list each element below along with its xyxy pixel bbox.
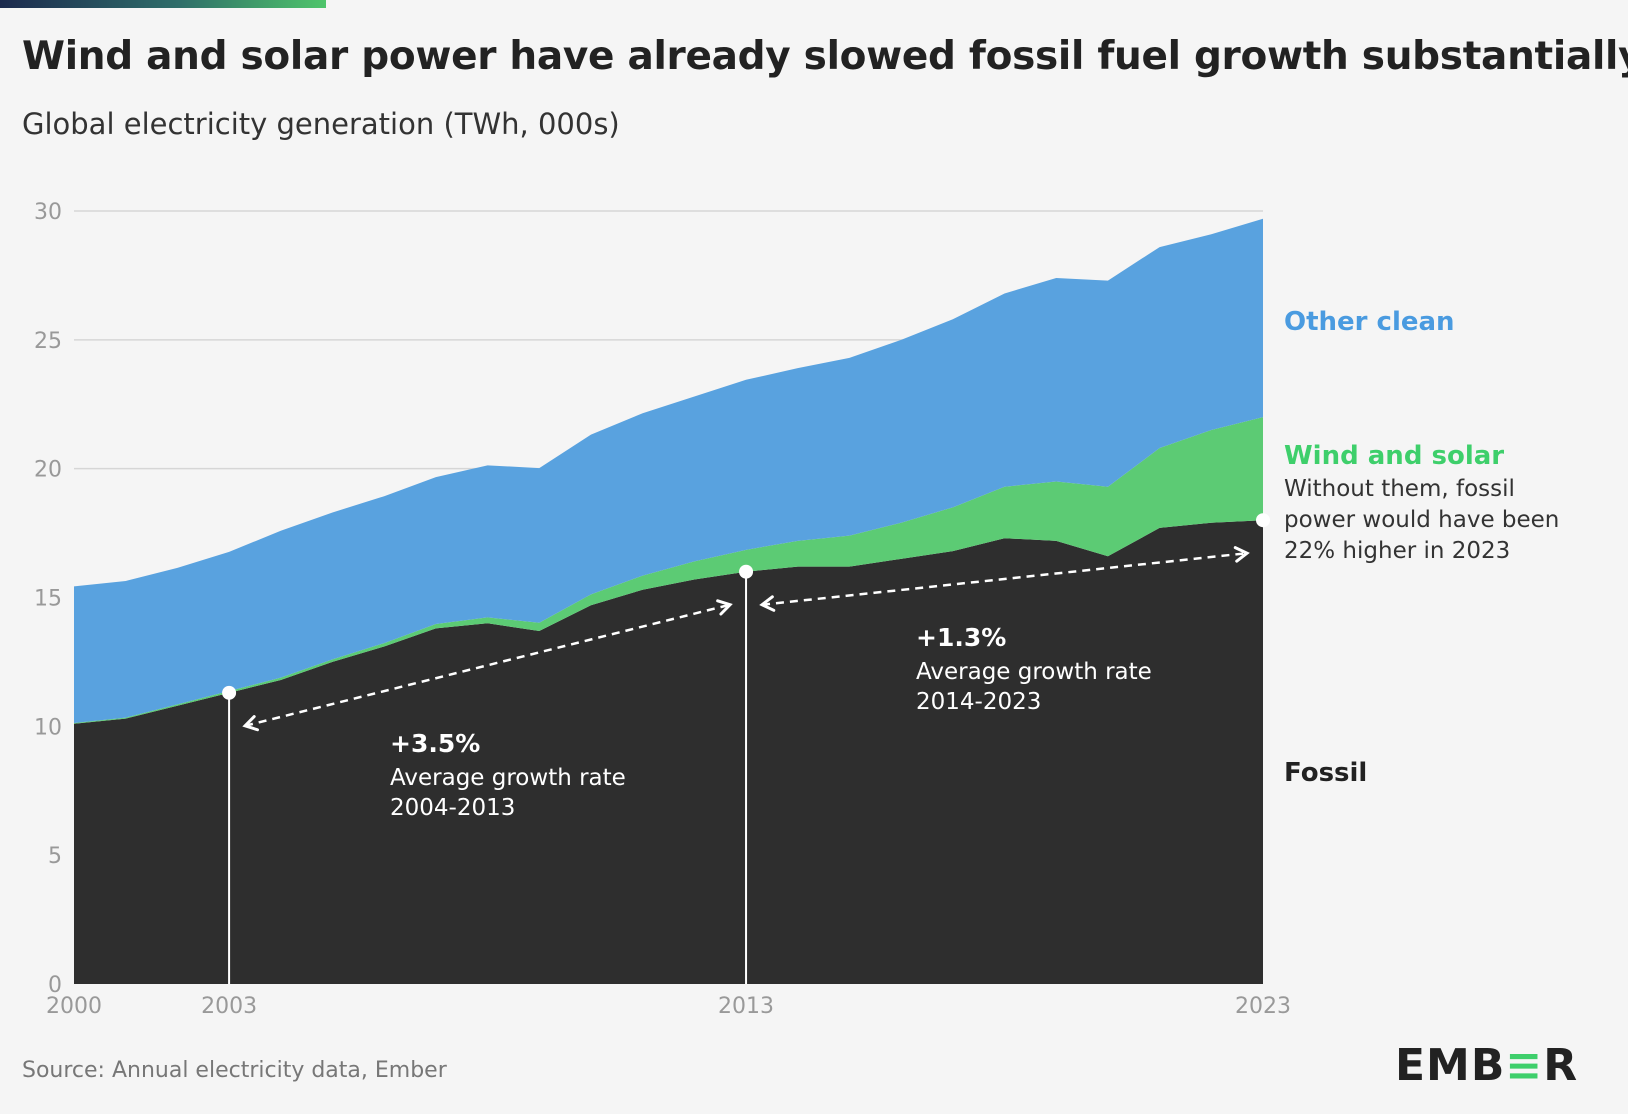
growth-arrow-1-head-end [716,599,733,616]
annotation-2-label: Average growth rate [916,659,1152,685]
y-tick-label-25: 25 [34,329,62,354]
growth-arrow-2-head-start [759,595,776,612]
area-fossil [74,520,1263,984]
y-tick-label-10: 10 [34,715,62,740]
y-tick-label-20: 20 [34,458,62,483]
y-tick-label-5: 5 [48,844,62,869]
legend-fossil: Fossil [1284,758,1367,788]
legend-wind-solar-note-3: 22% higher in 2023 [1284,538,1510,564]
y-tick-label-30: 30 [34,200,62,225]
y-tick-label-15: 15 [34,587,62,612]
marker-dot-2003 [222,685,237,700]
legend-wind-solar-note-2: power would have been [1284,507,1559,533]
annotation-2-period: 2014-2023 [916,689,1041,715]
legend-wind-solar-note-1: Without them, fossil [1284,476,1515,502]
x-tick-label-2013: 2013 [718,994,774,1019]
annotation-2-value: +1.3% [916,623,1006,652]
source-note: Source: Annual electricity data, Ember [22,1058,447,1083]
growth-arrow-2 [761,551,1248,606]
legend-other-clean: Other clean [1284,307,1455,337]
ember-logo: EMB≡R [1395,1040,1579,1091]
growth-annotations [222,513,1270,984]
marker-dot-2013 [739,564,754,579]
stacked-areas [74,218,1263,984]
series-labels: Other clean Wind and solar Without them,… [1284,307,1559,788]
chart-title: Wind and solar power have already slowed… [22,34,1628,79]
area-wind-solar [74,417,1263,724]
growth-arrow-2-head-end [1233,546,1250,563]
x-tick-label-2023: 2023 [1235,994,1291,1019]
y-tick-label-0: 0 [48,973,62,998]
x-tick-label-2003: 2003 [201,994,257,1019]
annotation-text: +3.5% Average growth rate 2004-2013 +1.3… [390,623,1152,821]
axis-ticks: 0 5 10 15 20 25 30 2000 2003 2013 2023 [34,200,1291,1019]
annotation-1-label: Average growth rate [390,765,626,791]
annotation-1-period: 2004-2013 [390,795,515,821]
growth-arrow-1-head-start [242,715,259,732]
brand-accent-bar [0,0,326,8]
marker-dot-2023 [1256,513,1270,528]
area-other-clean [74,218,1263,723]
chart-subtitle: Global electricity generation (TWh, 000s… [22,107,620,141]
legend-wind-solar: Wind and solar [1284,441,1504,471]
x-tick-label-2000: 2000 [46,994,102,1019]
annotation-1-value: +3.5% [390,729,480,758]
